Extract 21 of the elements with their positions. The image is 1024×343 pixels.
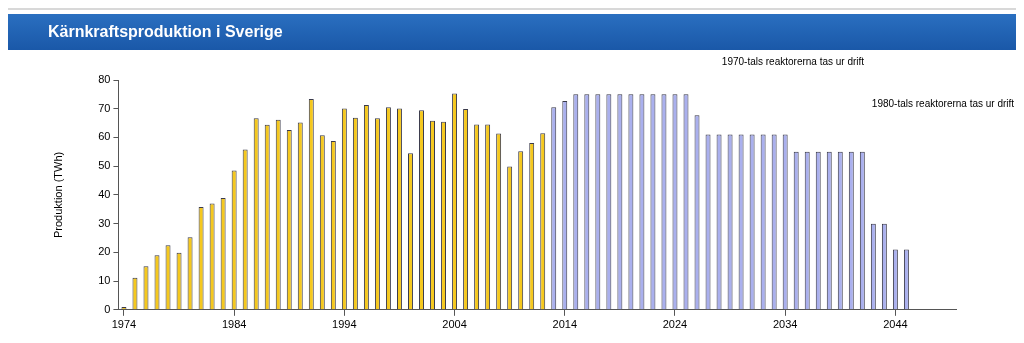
annotation: 1980-tals reaktorerna tas ur drift xyxy=(870,98,1016,110)
x-tick-label: 1994 xyxy=(332,318,357,331)
chart-title: Kärnkraftsproduktion i Sverige xyxy=(47,23,283,41)
x-tick-label: 2014 xyxy=(552,318,578,331)
y-tick-label: 50 xyxy=(98,159,111,172)
y-tick-label: 80 xyxy=(98,73,111,86)
y-tick-label: 60 xyxy=(98,130,111,143)
y-tick-label: 40 xyxy=(98,187,111,200)
x-tick-label: 2044 xyxy=(883,318,908,331)
x-tick-label: 1974 xyxy=(111,318,137,331)
y-tick-label: 0 xyxy=(104,302,111,315)
y-tick-label: 70 xyxy=(98,101,111,114)
y-tick-label: 30 xyxy=(98,216,111,229)
x-tick-label: 2024 xyxy=(662,318,688,331)
y-tick-label: 10 xyxy=(98,274,111,287)
y-axis-title: Produktion (TWh) xyxy=(51,151,64,238)
x-tick-label: 1984 xyxy=(221,318,247,331)
x-tick-label: 2034 xyxy=(772,318,798,331)
text: 1970-tals reaktorerna tas ur drift xyxy=(720,56,866,68)
y-tick-label: 20 xyxy=(98,245,111,258)
x-tick-label: 2004 xyxy=(442,318,467,331)
